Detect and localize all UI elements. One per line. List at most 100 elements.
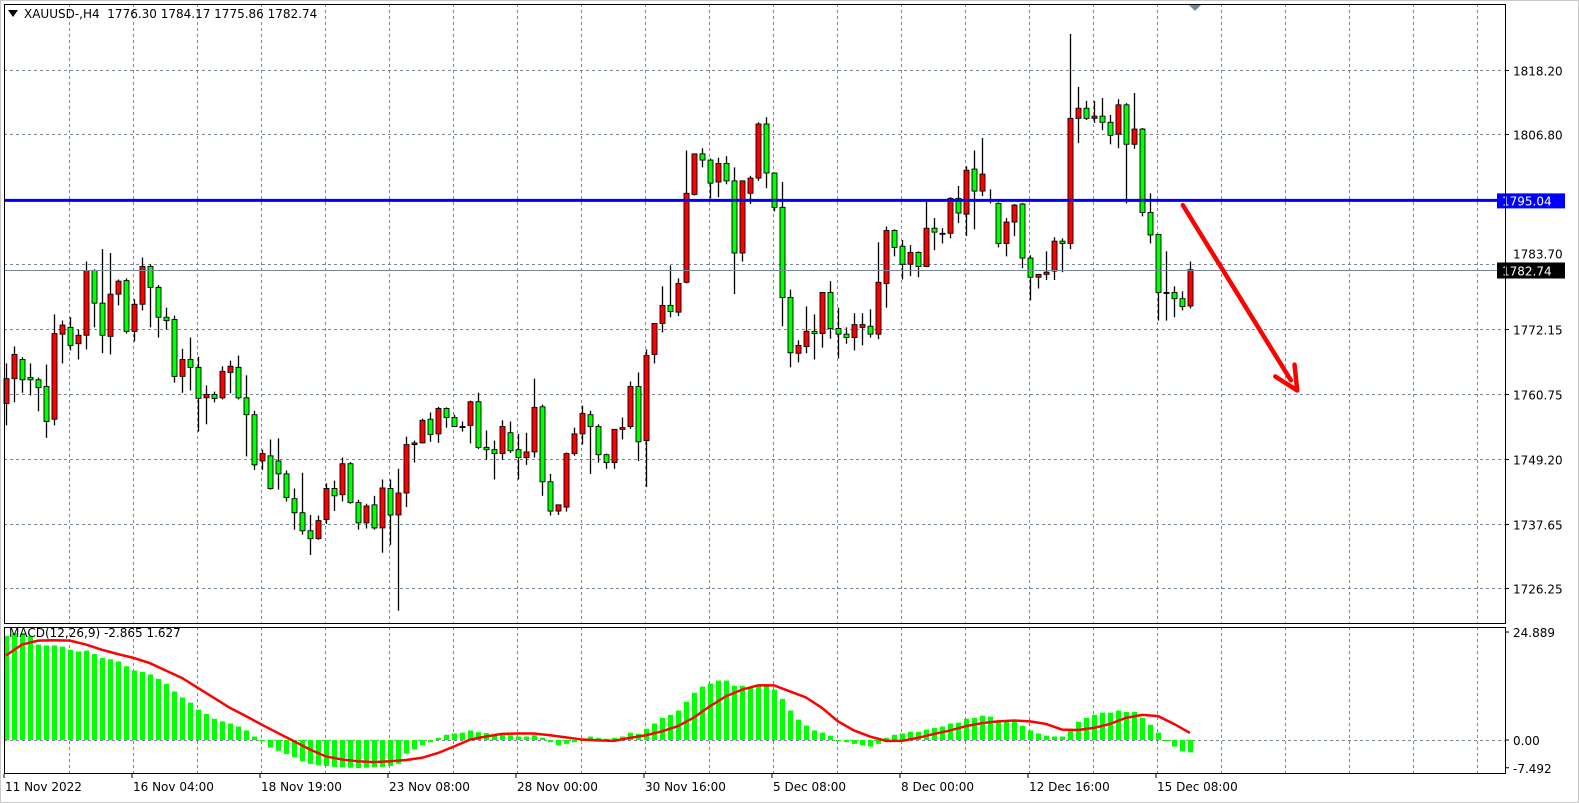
axes: 1818.20 1806.80 1783.70 1772.15 1760.75 1749.… xyxy=(3,65,1563,794)
bear-candle xyxy=(275,460,282,475)
macd-bar xyxy=(76,651,81,740)
macd-bar xyxy=(1140,717,1145,740)
bid-price-label: 1782.74 xyxy=(1502,265,1552,279)
bear-candle xyxy=(891,230,898,248)
macd-bar xyxy=(340,739,345,768)
bull-candle xyxy=(947,197,954,234)
bull-candle xyxy=(1067,117,1074,244)
macd-bar xyxy=(732,685,737,740)
macd-bar xyxy=(172,691,177,740)
macd-bar xyxy=(220,721,225,740)
macd-bar xyxy=(252,736,257,740)
bear-candle xyxy=(995,202,1002,244)
bear-candle xyxy=(547,481,554,512)
macd-bar xyxy=(156,678,161,740)
macd-bar xyxy=(372,739,377,768)
bull-candle xyxy=(1011,204,1018,223)
bull-candle xyxy=(795,344,802,354)
macd-bar xyxy=(564,739,569,744)
bear-candle xyxy=(91,270,98,304)
macd-bar xyxy=(740,685,745,740)
bear-candle xyxy=(355,502,362,524)
macd-bar xyxy=(948,723,953,740)
bear-candle xyxy=(251,414,258,466)
bull-candle xyxy=(339,463,346,496)
bear-candle xyxy=(595,426,602,456)
bear-candle xyxy=(539,406,546,483)
bear-candle xyxy=(1107,121,1114,136)
bull-candle xyxy=(419,419,426,444)
bull-candle xyxy=(403,444,410,494)
bear-candle xyxy=(163,316,170,322)
macd-bar xyxy=(572,739,577,743)
macd-bar xyxy=(444,734,449,740)
bull-candle xyxy=(259,453,266,462)
trend-arrow-shaft xyxy=(1180,202,1294,383)
macd-bar xyxy=(660,717,665,740)
price-tick-label: 1806.80 xyxy=(1513,129,1563,143)
macd-bar xyxy=(4,635,9,740)
macd-bar xyxy=(764,684,769,740)
macd-bar xyxy=(284,739,289,754)
macd-bar xyxy=(820,732,825,740)
bear-candle xyxy=(843,333,850,338)
price-tick-label: 1818.20 xyxy=(1513,65,1563,79)
macd-tick-label: 24.889 xyxy=(1513,626,1555,640)
bull-candle xyxy=(611,428,618,464)
macd-bar xyxy=(1108,712,1113,740)
bull-candle xyxy=(875,281,882,335)
bull-candle xyxy=(907,252,914,265)
macd-bar xyxy=(1116,710,1121,740)
bear-candle xyxy=(1027,257,1034,278)
bull-candle xyxy=(571,433,578,455)
macd-bar xyxy=(180,697,185,740)
bull-candle xyxy=(1091,115,1098,119)
bull-candle xyxy=(395,492,402,516)
macd-bar xyxy=(268,739,273,748)
bear-candle xyxy=(307,530,314,540)
macd-bar xyxy=(876,739,881,744)
bear-candle xyxy=(171,319,178,377)
bull-candle xyxy=(739,180,746,254)
time-tick-label: 23 Nov 08:00 xyxy=(389,780,470,794)
macd-bar xyxy=(228,723,233,740)
bull-candle xyxy=(59,324,66,335)
symbol-timeframe: XAUUSD-,H4 xyxy=(24,7,100,21)
dropdown-triangle-icon[interactable] xyxy=(8,10,18,17)
bull-candle xyxy=(1035,273,1042,278)
macd-bar xyxy=(524,736,529,740)
macd-bar xyxy=(388,739,393,767)
bear-candle xyxy=(915,252,922,267)
macd-bar xyxy=(300,739,305,762)
bear-candle xyxy=(603,454,610,464)
chart-shift-marker-icon[interactable] xyxy=(1189,5,1201,11)
macd-bar xyxy=(844,739,849,743)
macd-bar xyxy=(836,739,841,741)
macd-bar xyxy=(1028,730,1033,740)
macd-bar xyxy=(324,739,329,767)
macd-bar xyxy=(804,725,809,740)
macd-bar xyxy=(196,709,201,740)
macd-bar xyxy=(116,661,121,740)
macd-bar xyxy=(468,730,473,740)
bear-candle xyxy=(763,123,770,174)
macd-bar xyxy=(428,739,433,743)
bull-candle xyxy=(1131,128,1138,145)
bear-candle xyxy=(723,162,730,182)
bear-candle xyxy=(1019,203,1026,259)
macd-bar xyxy=(1004,721,1009,740)
bear-candle xyxy=(331,488,338,497)
bear-candle xyxy=(387,488,394,516)
macd-bar xyxy=(604,738,609,740)
macd-bar xyxy=(860,739,865,746)
macd-bar xyxy=(612,737,617,740)
macd-bar xyxy=(1068,730,1073,740)
macd-bar xyxy=(1020,725,1025,740)
bull-candle xyxy=(619,427,626,430)
macd-bar xyxy=(1060,736,1065,740)
macd-bar xyxy=(404,739,409,754)
macd-bar xyxy=(900,733,905,740)
time-tick-label: 8 Dec 00:00 xyxy=(901,780,974,794)
